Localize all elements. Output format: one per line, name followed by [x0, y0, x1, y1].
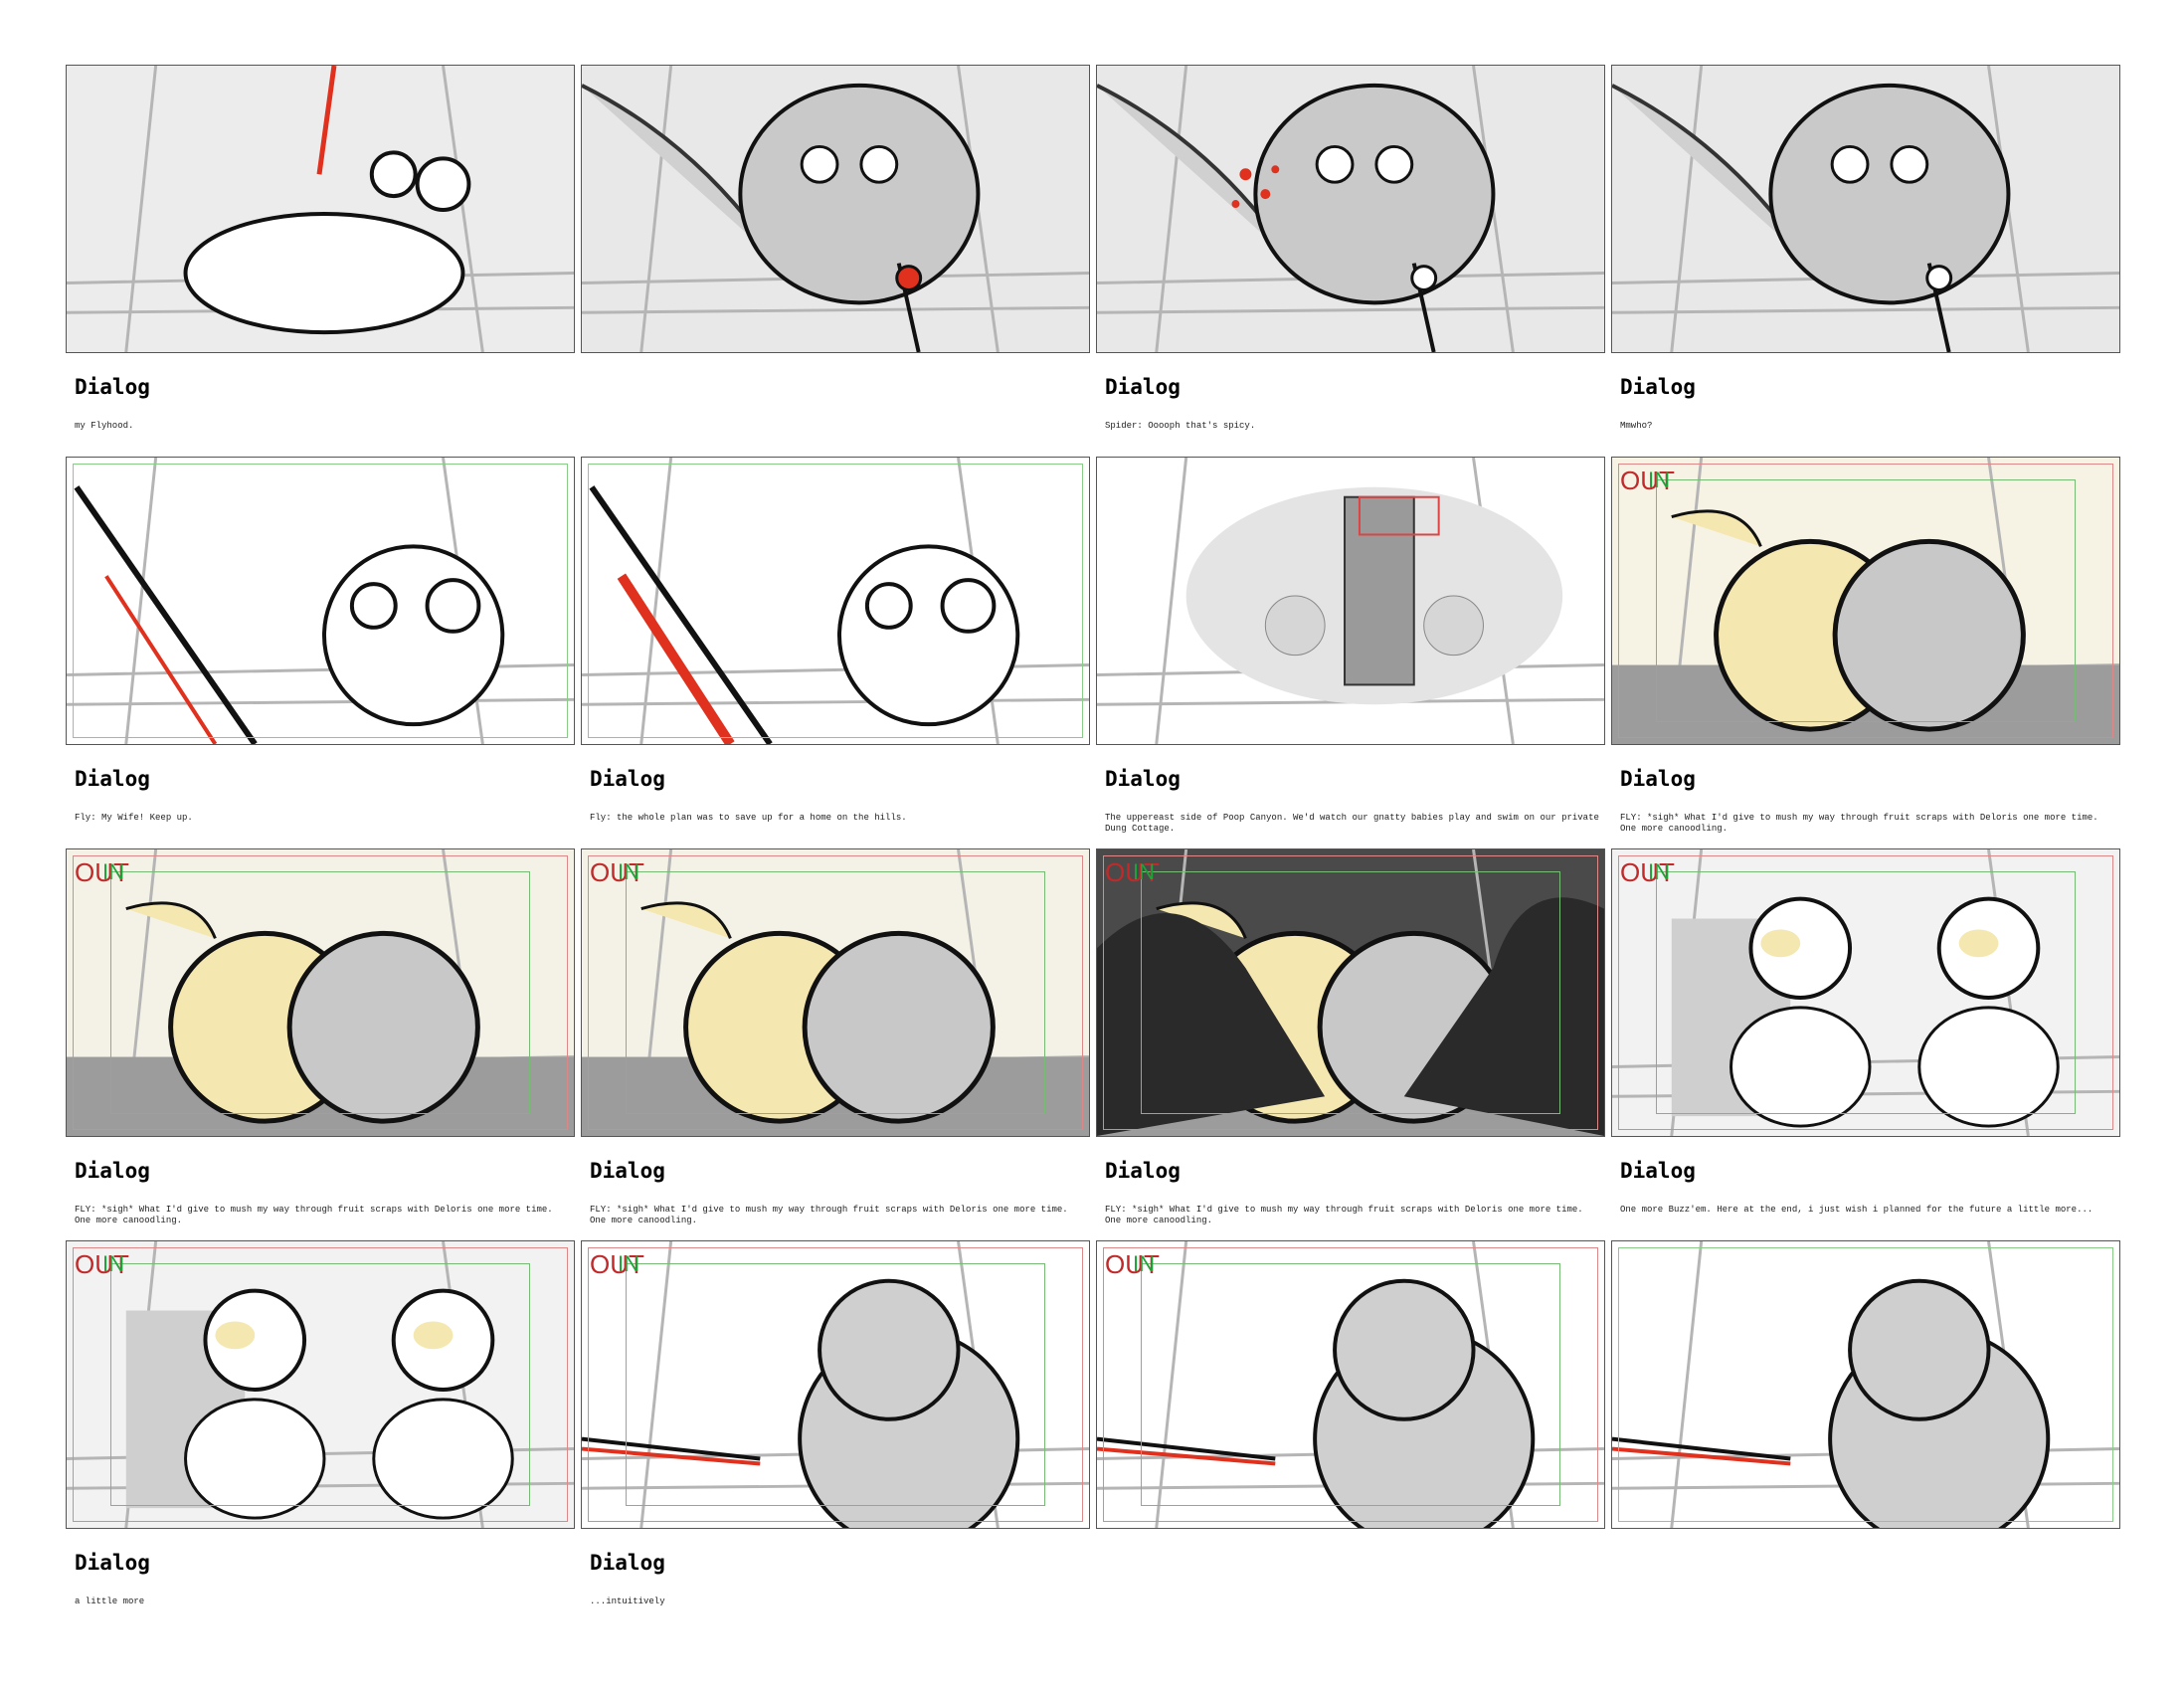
storyboard-panel[interactable] [66, 457, 575, 745]
storyboard-panel[interactable]: OUT IN [1096, 848, 1605, 1137]
out-in-marker: OUT IN [590, 1251, 644, 1277]
storyboard-panel[interactable] [581, 457, 1090, 745]
storyboard-panel[interactable]: OUT IN [1096, 1240, 1605, 1529]
out-in-marker: OUT IN [1620, 859, 1675, 885]
in-mark: IN [102, 859, 124, 884]
panel-section-label: Dialog [1620, 767, 1696, 791]
panel-sketch [67, 66, 574, 352]
panel-dialog-text: One more Buzz'em. Here at the end, i jus… [1620, 1205, 2093, 1215]
panel-dialog-text: my Flyhood. [75, 421, 134, 431]
panel-sketch [582, 1241, 1089, 1528]
panel-sketch [582, 66, 1089, 352]
panel-sketch [1612, 849, 2119, 1136]
out-mark: OUT [75, 857, 129, 887]
panel-sketch [1612, 458, 2119, 744]
panel-sketch [1097, 849, 1604, 1136]
in-mark: IN [102, 1251, 124, 1276]
panel-dialog-text: Mmwho? [1620, 421, 1653, 431]
out-mark: OUT [1620, 857, 1675, 887]
out-mark: OUT [590, 1249, 644, 1279]
panel-dialog-text: Spider: Ooooph that's spicy. [1105, 421, 1256, 431]
panel-sketch [67, 458, 574, 744]
panel-section-label: Dialog [75, 375, 150, 399]
storyboard-panel[interactable] [1096, 65, 1605, 353]
out-mark: OUT [1620, 466, 1675, 495]
in-mark: IN [1133, 1251, 1155, 1276]
panel-section-label: Dialog [1105, 1159, 1181, 1183]
in-mark: IN [618, 859, 639, 884]
panel-dialog-text: FLY: *sigh* What I'd give to mush my way… [1620, 813, 2098, 834]
panel-dialog-text: a little more [75, 1597, 145, 1606]
out-mark: OUT [590, 857, 644, 887]
out-mark: OUT [75, 1249, 129, 1279]
panel-dialog-text: Fly: the whole plan was to save up for a… [590, 813, 907, 823]
in-mark: IN [618, 1251, 639, 1276]
storyboard-panel[interactable] [1096, 457, 1605, 745]
out-mark: OUT [1105, 857, 1160, 887]
out-in-marker: OUT IN [1620, 468, 1675, 493]
in-mark: IN [1648, 859, 1670, 884]
storyboard-panel[interactable] [1611, 1240, 2120, 1529]
panel-section-label: Dialog [1620, 375, 1696, 399]
panel-dialog-text: FLY: *sigh* What I'd give to mush my way… [1105, 1205, 1583, 1225]
storyboard-panel[interactable]: OUT IN [1611, 457, 2120, 745]
out-in-marker: OUT IN [75, 1251, 129, 1277]
out-in-marker: OUT IN [75, 859, 129, 885]
out-in-marker: OUT IN [1105, 1251, 1160, 1277]
panel-sketch [1612, 66, 2119, 352]
panel-section-label: Dialog [590, 1551, 665, 1575]
storyboard-panel[interactable]: OUT IN [1611, 848, 2120, 1137]
panel-sketch [67, 849, 574, 1136]
storyboard-panel[interactable] [1611, 65, 2120, 353]
panel-sketch [1097, 66, 1604, 352]
storyboard-panel[interactable] [581, 65, 1090, 353]
panel-dialog-text: Fly: My Wife! Keep up. [75, 813, 193, 823]
out-in-marker: OUT IN [590, 859, 644, 885]
panel-section-label: Dialog [75, 1159, 150, 1183]
panel-dialog-text: FLY: *sigh* What I'd give to mush my way… [75, 1205, 553, 1225]
panel-dialog-text: FLY: *sigh* What I'd give to mush my way… [590, 1205, 1068, 1225]
panel-sketch [582, 458, 1089, 744]
in-mark: IN [1648, 468, 1670, 492]
panel-section-label: Dialog [75, 767, 150, 791]
panel-section-label: Dialog [1105, 375, 1181, 399]
panel-sketch [1612, 1241, 2119, 1528]
panel-section-label: Dialog [75, 1551, 150, 1575]
out-mark: OUT [1105, 1249, 1160, 1279]
panel-sketch [582, 849, 1089, 1136]
storyboard-panel[interactable]: OUT IN [66, 1240, 575, 1529]
panel-sketch [1097, 1241, 1604, 1528]
panel-section-label: Dialog [590, 767, 665, 791]
storyboard-panel[interactable]: OUT IN [581, 848, 1090, 1137]
panel-sketch [1097, 458, 1604, 744]
storyboard-panel[interactable]: OUT IN [66, 848, 575, 1137]
panel-section-label: Dialog [1105, 767, 1181, 791]
panel-dialog-text: ...intuitively [590, 1597, 665, 1606]
panel-dialog-text: The uppereast side of Poop Canyon. We'd … [1105, 813, 1599, 834]
out-in-marker: OUT IN [1105, 859, 1160, 885]
panel-section-label: Dialog [590, 1159, 665, 1183]
storyboard-panel[interactable] [66, 65, 575, 353]
in-mark: IN [1133, 859, 1155, 884]
panel-section-label: Dialog [1620, 1159, 1696, 1183]
panel-sketch [67, 1241, 574, 1528]
storyboard-panel[interactable]: OUT IN [581, 1240, 1090, 1529]
